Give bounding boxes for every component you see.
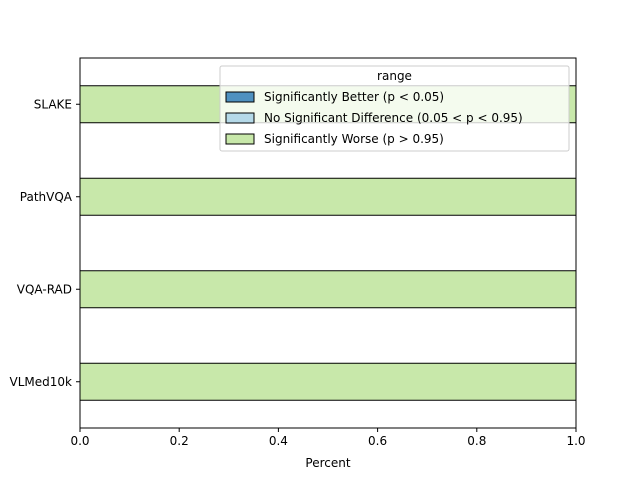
x-tick-label: 0.2: [170, 434, 189, 448]
x-tick-label: 0.8: [467, 434, 486, 448]
bar-vqa-rad-significantly-worse-p-0-95: [79, 270, 577, 309]
legend-swatch-no-significant-difference-0-05-p-0-95: [225, 112, 255, 124]
y-tick-label: VQA-RAD: [17, 282, 72, 296]
bar-pathvqa-significantly-worse-p-0-95: [79, 177, 577, 216]
legend-label-no-significant-difference-0-05-p-0-95: No Significant Difference (0.05 < p < 0.…: [264, 111, 523, 125]
x-axis-label: Percent: [305, 456, 350, 470]
y-tick-label: PathVQA: [20, 190, 73, 204]
plot-frame: [79, 57, 577, 429]
x-tick-label: 0.0: [70, 434, 89, 448]
legend-items: Significantly Better (p < 0.05) No Signif…: [225, 90, 523, 146]
y-axis: SLAKE PathVQA VQA-RAD VLMed10k: [10, 97, 80, 389]
y-tick-label: SLAKE: [34, 97, 72, 111]
legend-box: [219, 65, 570, 152]
legend-title: range: [377, 69, 412, 83]
x-tick-label: 0.6: [368, 434, 387, 448]
legend-label-significantly-better-p-0-05: Significantly Better (p < 0.05): [264, 90, 444, 104]
x-tick-label: 0.4: [269, 434, 288, 448]
legend-swatch-significantly-better-p-0-05: [225, 91, 255, 103]
x-tick-label: 1.0: [566, 434, 585, 448]
legend-label-significantly-worse-p-0-95: Significantly Worse (p > 0.95): [264, 132, 444, 146]
legend: range Significantly Better (p < 0.05) No …: [219, 65, 570, 152]
x-axis: 0.0 0.2 0.4 0.6 0.8 1.0: [70, 428, 586, 448]
y-tick-label: VLMed10k: [10, 375, 73, 389]
bar-vlmed10k-significantly-worse-p-0-95: [79, 362, 577, 401]
legend-swatch-significantly-worse-p-0-95: [225, 133, 255, 145]
